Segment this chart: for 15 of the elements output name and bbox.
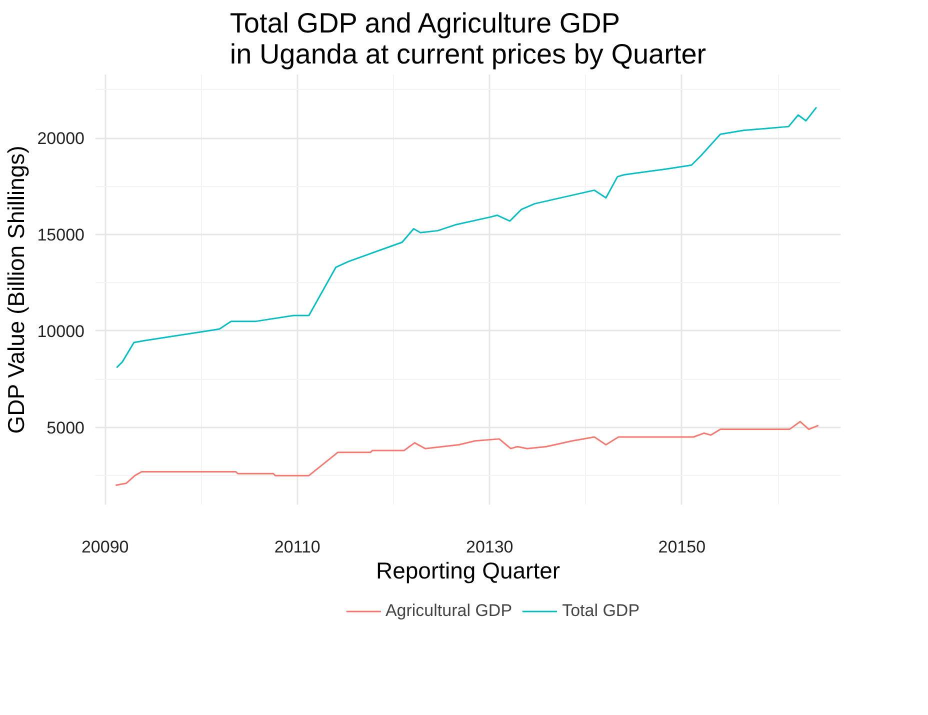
x-axis-title: Reporting Quarter xyxy=(376,558,560,584)
x-tick-label: 20150 xyxy=(658,538,706,556)
legend-label: Total GDP xyxy=(562,601,640,621)
y-tick-label: 15000 xyxy=(37,226,85,245)
line-series xyxy=(114,420,820,486)
x-tick-label: 20110 xyxy=(274,538,320,556)
chart-title: Total GDP and Agriculture GDP in Uganda at current prices by Quarter xyxy=(230,8,706,70)
x-tick-label: 20090 xyxy=(81,538,129,556)
y-axis-title: GDP Value (Billion Shillings) xyxy=(3,146,30,434)
line-series xyxy=(116,106,818,368)
y-tick-label: 10000 xyxy=(37,322,85,341)
legend-label: Agricultural GDP xyxy=(385,601,512,621)
y-tick-label: 5000 xyxy=(46,418,85,438)
y-tick-label: 20000 xyxy=(37,129,85,148)
x-tick-label: 20130 xyxy=(466,538,514,556)
